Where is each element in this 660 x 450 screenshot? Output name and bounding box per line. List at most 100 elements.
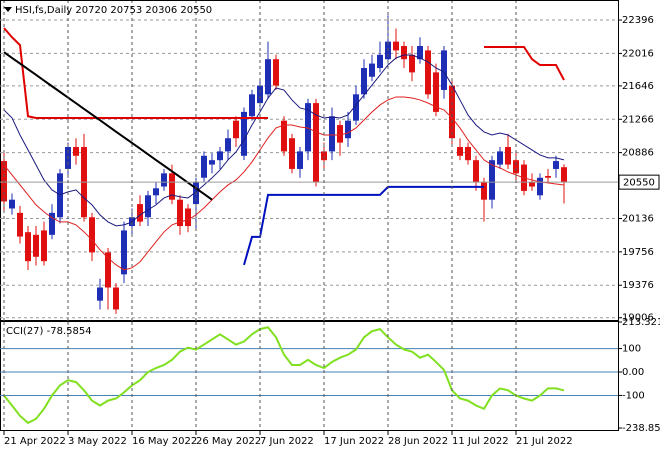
indicator-line [3,54,565,227]
candle-body [417,46,423,60]
candle-body [369,63,375,77]
candle-body [297,151,303,169]
candle-body [241,111,247,156]
candle-body [113,287,119,310]
menu-arrow [4,7,12,12]
y-tick-label: 0.00 [622,367,644,378]
candle-body [169,173,175,200]
candle-body [289,138,295,169]
candle-body [265,59,271,95]
candle-body [545,175,551,178]
candle-body [481,182,487,200]
candle-body [33,234,39,257]
x-tick-label: 16 May 2022 [132,436,197,447]
x-tick-label: 21 Apr 2022 [4,436,66,447]
axes: 19006 19376 19756 20136 20886 21266 21646 22016… [3,15,660,447]
candle-body [321,151,327,161]
y-tick-label: 19006 [622,313,654,324]
candle-body [49,212,55,235]
x-tick-label: 11 Jul 2022 [452,436,509,447]
x-tick-label: 21 Jul 2022 [516,436,573,447]
candle-body [25,232,31,262]
y-tick-label: 19376 [622,280,654,291]
candle-body [121,230,127,275]
candle-body [9,199,15,209]
candle-body [201,155,207,178]
y-tick-label: 213.3217 [622,317,660,328]
candle-body [449,85,455,139]
candle-body [561,167,567,183]
candle-body [217,151,223,161]
candle-body [233,120,239,139]
candle-body [345,120,351,139]
indicator-line [3,27,565,119]
candle-body [361,67,367,95]
candle-body [441,50,447,90]
candle-body [377,54,383,68]
candle-body [249,94,255,117]
candle-body [457,147,463,156]
candle-body [537,177,543,196]
main-plot [0,1,618,321]
candle-body [305,103,311,152]
candle-body [513,160,519,174]
candle-body [433,72,439,112]
y-tick-label: 20886 [622,148,654,159]
cci-plot [0,322,618,430]
candle-body [89,217,95,253]
x-tick-label: 28 Jun 2022 [388,436,448,447]
last-price-label: 20550 [623,178,655,189]
candle-body [401,46,407,60]
candle-body [529,182,535,187]
candle-body [313,103,319,183]
candle-body [353,94,359,121]
candle-body [225,138,231,152]
candle-body [177,199,183,227]
candle-body [17,212,23,237]
y-tick-label: 21266 [622,114,654,125]
candle-body [73,147,79,156]
candle-body [473,160,479,183]
y-tick-label: -238.856 [622,423,660,434]
candle-body [337,125,343,143]
cci-panel [0,321,619,431]
y-tick-label: -100 [622,390,645,401]
candle-body [97,287,103,301]
candle-body [497,151,503,165]
y-tick-label: 100 [622,344,641,355]
candle-body [145,195,151,218]
x-tick-label: 17 Jun 2022 [324,436,384,447]
candle-body [153,188,159,196]
chart-title: HSI,fs,Daily 20720 20753 20306 20550 [15,5,212,16]
candle-body [409,54,415,73]
y-tick-label: 19756 [622,247,654,258]
candle-body [329,116,335,152]
candle-body [553,161,559,169]
candle-body [425,50,431,95]
candle-body [209,160,215,165]
x-tick-label: 3 May 2022 [68,436,127,447]
indicator-line [3,96,565,271]
candle-body [489,160,495,200]
indicator-line [243,185,484,266]
x-tick-label: 7 Jun 2022 [260,436,314,447]
candle-body [281,120,287,152]
candle-body [393,41,399,51]
y-tick-label: 20136 [622,213,654,224]
x-tick-label: 26 May 2022 [196,436,261,447]
candle-body [185,208,191,227]
last-price-box [618,174,660,190]
indicator-title: CCI(27) -78.5854 [6,326,92,337]
candle-body [465,147,471,161]
indicator-line [3,51,213,201]
y-tick-label: 22016 [622,48,654,59]
candle-body [273,59,279,86]
candle-body [505,147,511,165]
candle-body [137,204,143,222]
y-tick-label: 22396 [622,15,654,26]
candle-body [161,173,167,187]
candle-body [41,230,47,262]
candle-body [105,252,111,288]
